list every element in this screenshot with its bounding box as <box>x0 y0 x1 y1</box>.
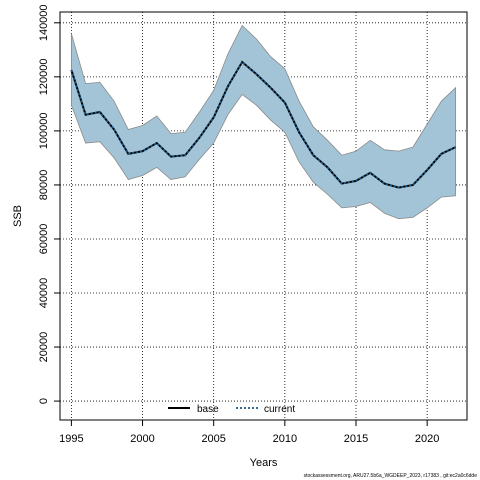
y-tick-label-20000: 20000 <box>38 332 50 363</box>
legend-label-base: base <box>197 404 219 415</box>
x-tick-label-1995: 1995 <box>59 433 83 445</box>
series-line-current <box>70 60 457 189</box>
x-tick-label-2005: 2005 <box>201 433 225 445</box>
x-axis-title: Years <box>250 457 278 469</box>
x-tick-label-2020: 2020 <box>415 433 439 445</box>
y-tick-label-120000: 120000 <box>38 58 50 95</box>
x-tick-label-2000: 2000 <box>130 433 154 445</box>
confidence-band <box>70 24 457 220</box>
plot-frame <box>59 11 468 421</box>
y-tick-label-140000: 140000 <box>38 4 50 41</box>
y-tick-label-40000: 40000 <box>38 278 50 309</box>
legend: base current <box>168 404 295 415</box>
legend-label-current: current <box>264 404 295 415</box>
y-tick-label-0: 0 <box>38 398 50 404</box>
y-axis-ticks: 0 20000 40000 60000 80000 100000 120000 140000 <box>38 4 60 404</box>
y-tick-label-80000: 80000 <box>38 170 50 201</box>
y-tick-label-60000: 60000 <box>38 224 50 255</box>
confidence-band-area <box>70 24 457 220</box>
y-tick-label-100000: 100000 <box>38 113 50 150</box>
y-axis-title: SSB <box>12 205 24 227</box>
x-tick-label-2015: 2015 <box>344 433 368 445</box>
x-axis-ticks: 1995 2000 2005 2010 2015 2020 <box>59 420 439 445</box>
series-lines <box>70 60 457 189</box>
footer-credit: stockassessment.org, ARU27.5b6a_WGDEEP_2… <box>304 473 478 479</box>
x-tick-label-2010: 2010 <box>273 433 297 445</box>
